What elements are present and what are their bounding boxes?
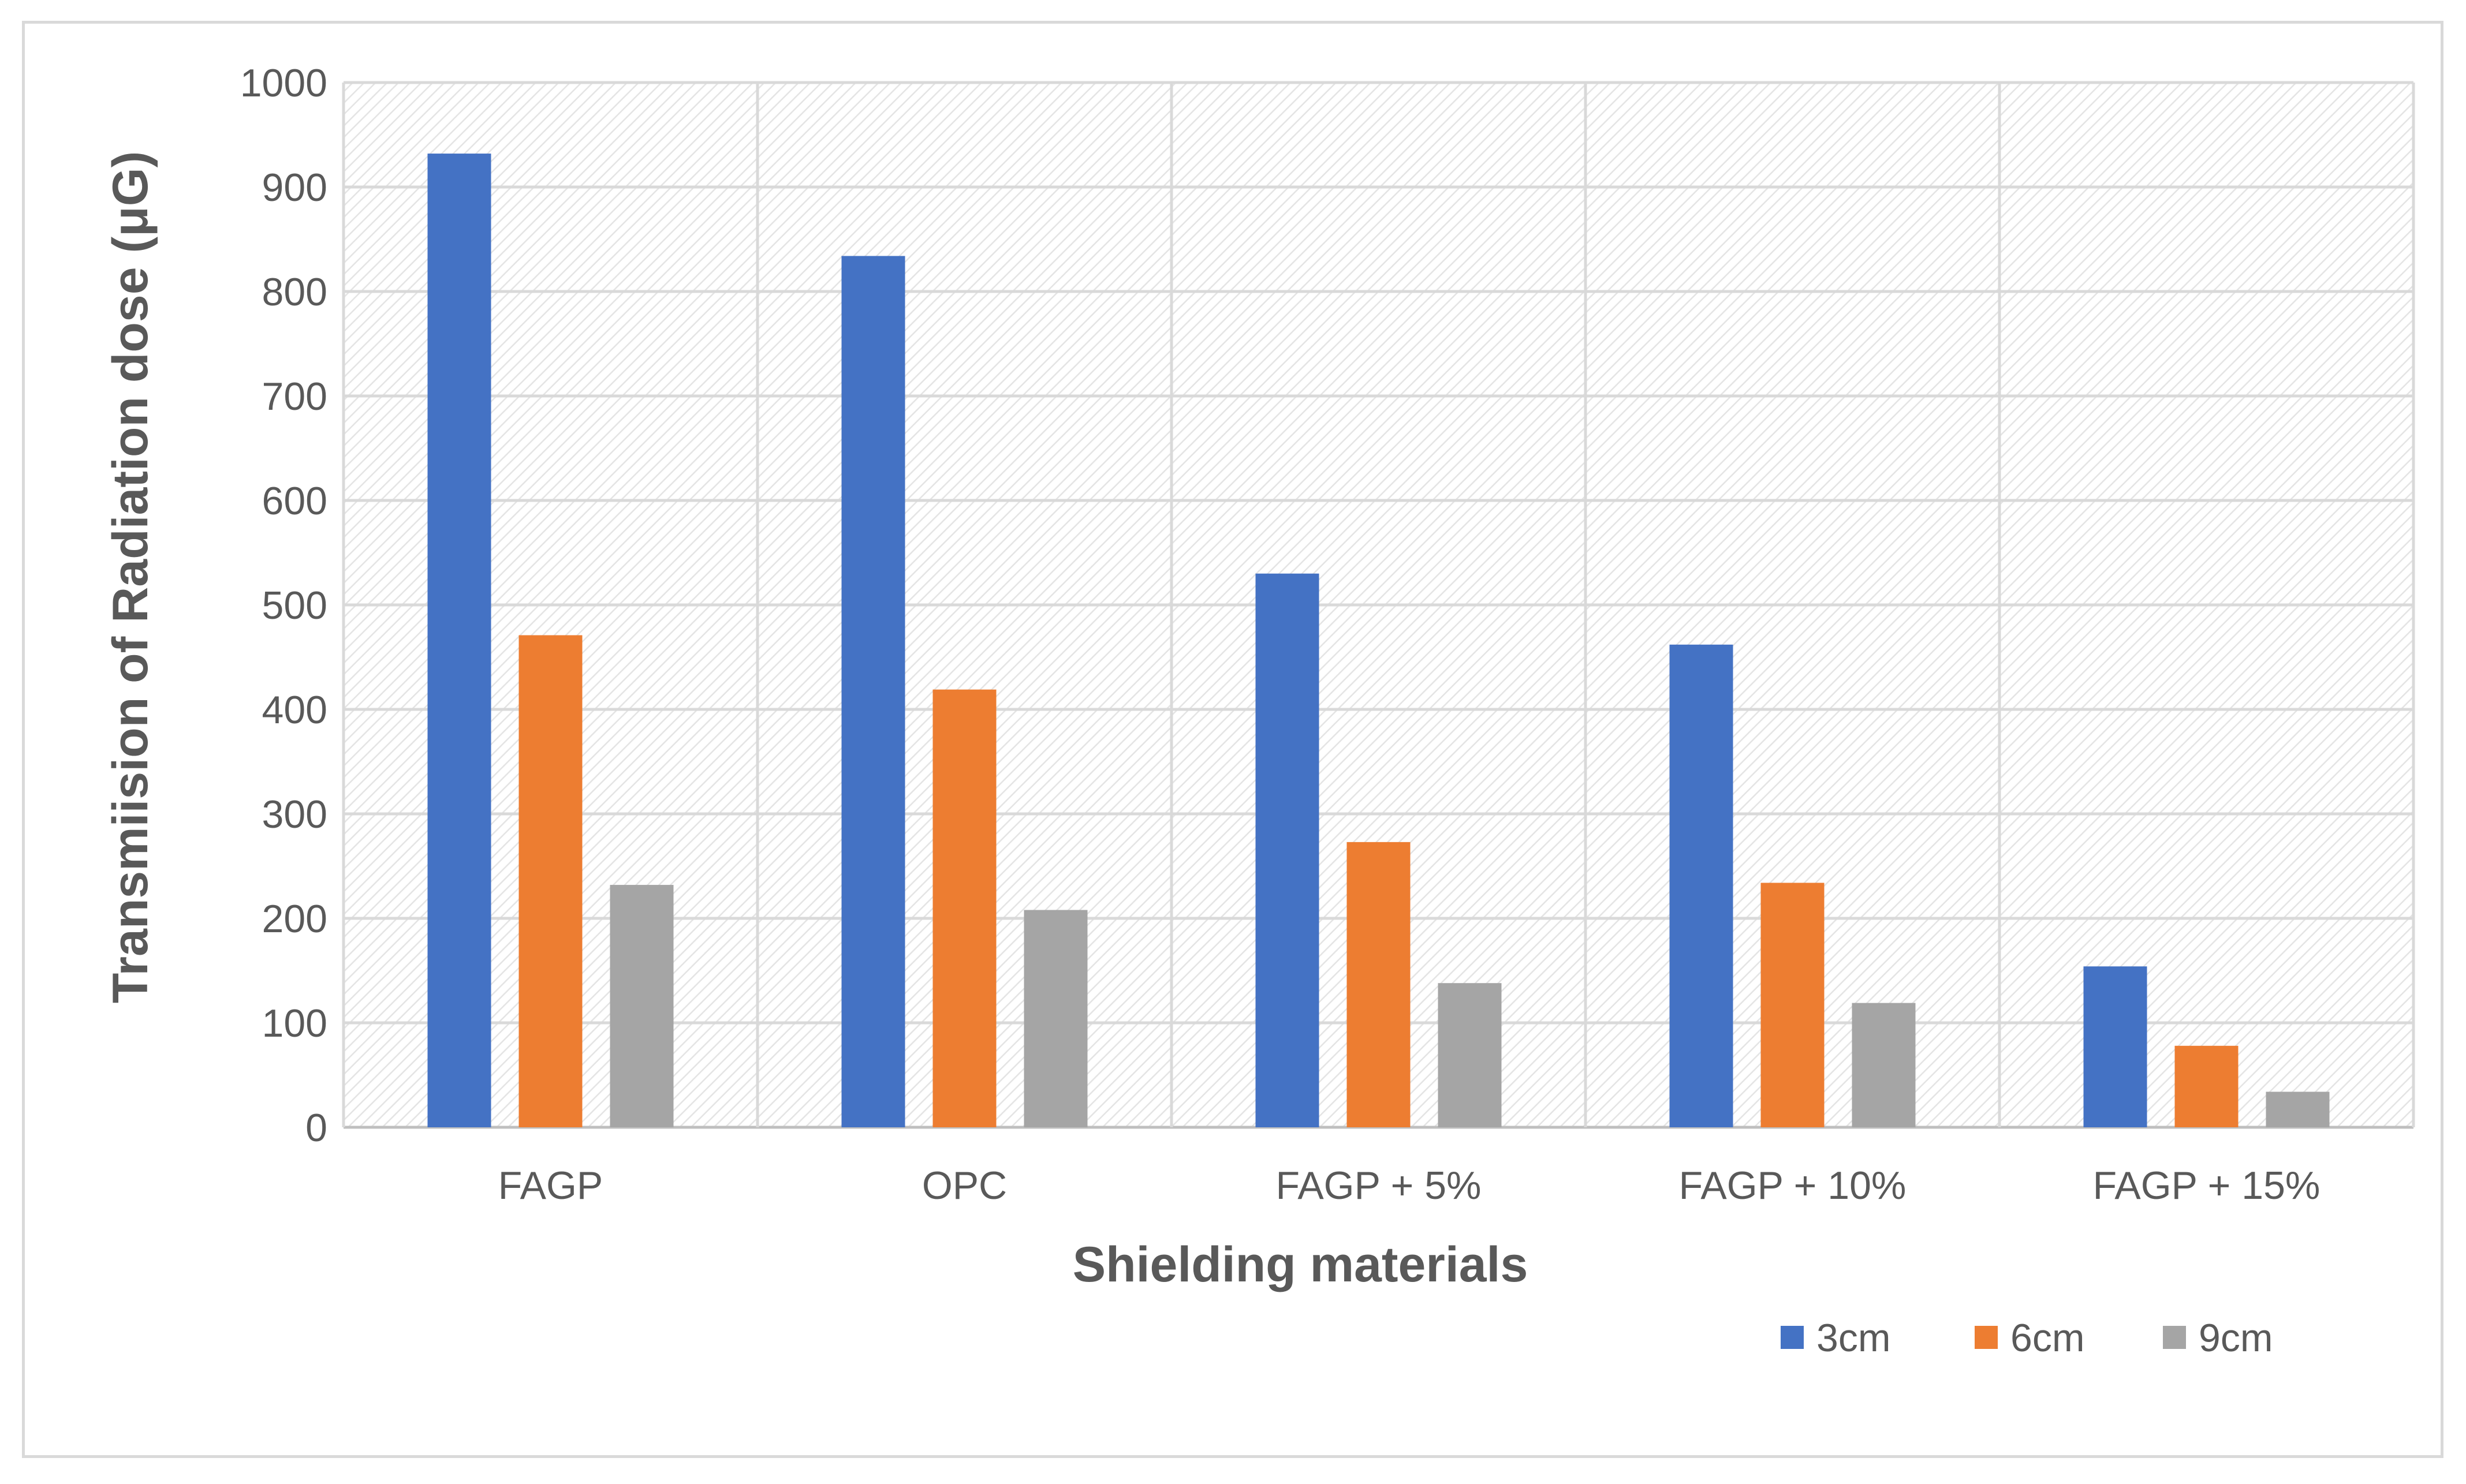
legend-swatch-3cm — [1781, 1326, 1804, 1349]
y-tick-label: 300 — [262, 793, 327, 836]
legend-label-9cm: 9cm — [2199, 1316, 2273, 1360]
x-tick-label: FAGP + 5% — [1276, 1164, 1482, 1208]
bar-3cm-fagp — [427, 154, 491, 1128]
legend: 3cm 6cm 9cm — [1781, 1316, 2273, 1360]
y-tick-label: 600 — [262, 479, 327, 523]
x-tick-label: OPC — [922, 1164, 1007, 1208]
bar-6cm-fagp-15- — [2174, 1045, 2239, 1127]
bar-6cm-fagp-10- — [1760, 883, 1825, 1127]
legend-label-3cm: 3cm — [1816, 1316, 1890, 1360]
y-tick-label: 0 — [305, 1106, 327, 1150]
bar-3cm-fagp-5- — [1255, 573, 1319, 1127]
gridlines — [342, 81, 2415, 1129]
x-tick-label: FAGP + 15% — [2093, 1164, 2320, 1208]
bar-6cm-fagp — [518, 635, 583, 1127]
legend-swatch-9cm — [2163, 1326, 2186, 1349]
y-tick-label: 900 — [262, 166, 327, 210]
bar-3cm-opc — [841, 256, 905, 1128]
bar-9cm-fagp-15- — [2266, 1091, 2330, 1127]
x-tick-label: FAGP — [498, 1164, 603, 1208]
x-tick-label: FAGP + 10% — [1679, 1164, 1907, 1208]
y-axis-title: Transmiision of Radiation dose (μG) — [103, 151, 158, 1004]
y-tick-label: 200 — [262, 897, 327, 941]
bar-9cm-fagp-10- — [1852, 1003, 1916, 1127]
y-tick-label: 700 — [262, 375, 327, 418]
y-tick-label: 500 — [262, 584, 327, 627]
y-tick-label: 100 — [262, 1001, 327, 1045]
y-tick-label: 800 — [262, 270, 327, 314]
bar-6cm-fagp-5- — [1346, 842, 1411, 1127]
y-tick-label: 400 — [262, 688, 327, 732]
y-tick-label: 1000 — [240, 61, 327, 105]
bar-9cm-fagp-5- — [1438, 983, 1502, 1127]
bar-3cm-fagp-10- — [1669, 644, 1733, 1127]
bar-9cm-opc — [1024, 910, 1088, 1127]
legend-label-6cm: 6cm — [2010, 1316, 2084, 1360]
x-axis-title: Shielding materials — [1073, 1237, 1528, 1292]
x-axis-ticks: FAGP OPC FAGP + 5% FAGP + 10% FAGP + 15% — [498, 1164, 2320, 1208]
bar-3cm-fagp-15- — [2083, 966, 2147, 1127]
y-axis-ticks: 0 100 200 300 400 500 600 700 800 900 1000 — [240, 61, 327, 1150]
bar-6cm-opc — [932, 689, 997, 1127]
bar-9cm-fagp — [610, 885, 674, 1127]
bars — [427, 154, 2330, 1128]
legend-swatch-6cm — [1975, 1326, 1998, 1349]
